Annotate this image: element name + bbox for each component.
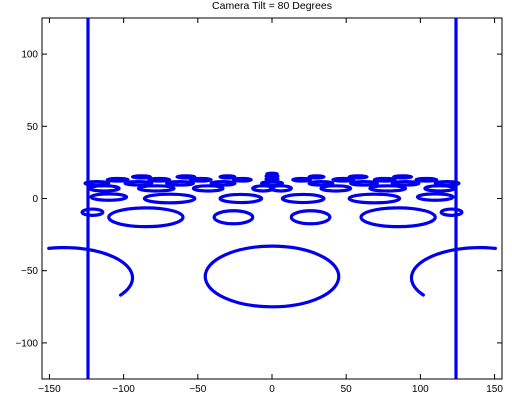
ellipse-mark <box>107 206 185 229</box>
ellipse-mark <box>212 209 255 226</box>
ticks: −150 −100 −50 0 50 100 150 −100 −50 0 50 100 <box>15 18 503 395</box>
ellipse-mark <box>372 176 397 183</box>
ellipse-mark <box>280 192 326 205</box>
ellipse-mark <box>307 180 335 187</box>
arc-mark <box>409 245 497 297</box>
ellipse-mark <box>289 209 332 226</box>
ellipse-mark <box>175 174 197 180</box>
x-tick-label: 100 <box>412 384 429 395</box>
x-tick-label: 150 <box>486 384 503 395</box>
ellipse-mark <box>368 184 408 193</box>
ellipse-mark <box>80 207 105 217</box>
arc-mark <box>47 245 135 297</box>
ellipse-mark <box>319 184 353 193</box>
ellipse-mark <box>123 180 154 187</box>
ellipse-mark <box>191 184 225 193</box>
ellipse-mark <box>331 176 356 183</box>
ellipse-mark <box>359 206 437 229</box>
ellipse-mark <box>415 192 455 202</box>
chart-title: Camera Tilt = 80 Degrees <box>212 0 332 12</box>
x-tick-label: 50 <box>341 384 353 395</box>
x-tick-label: −50 <box>189 384 206 395</box>
ellipse-mark <box>231 176 253 183</box>
ellipse-mark <box>347 174 369 180</box>
ellipse-mark <box>203 244 341 309</box>
y-tick-label: 50 <box>27 122 39 133</box>
ellipse-mark <box>209 180 237 187</box>
ellipse-mark <box>130 174 152 180</box>
ellipse-mark <box>165 180 195 187</box>
ellipse-mark <box>265 171 279 177</box>
ellipse-mark <box>142 192 197 205</box>
y-tick-label: 0 <box>32 194 38 205</box>
y-tick-label: −50 <box>21 266 38 277</box>
x-tick-label: −100 <box>112 384 135 395</box>
x-tick-label: 0 <box>269 384 275 395</box>
data-series <box>47 18 497 379</box>
ellipse-mark <box>260 180 284 187</box>
x-tick-label: −150 <box>38 384 61 395</box>
axes-box <box>41 17 503 380</box>
ellipse-mark <box>147 176 172 183</box>
ellipse-mark <box>136 184 176 193</box>
y-tick-label: 100 <box>21 50 38 61</box>
ellipse-mark <box>347 192 402 205</box>
ellipse-mark <box>105 176 130 183</box>
ellipse-mark <box>349 180 379 187</box>
ellipse-mark <box>439 207 464 217</box>
ellipse-mark <box>307 174 326 180</box>
ellipse-mark <box>390 180 421 187</box>
ellipse-mark <box>392 174 414 180</box>
axes <box>41 17 503 380</box>
ellipse-mark <box>83 180 111 187</box>
ellipse-mark <box>89 192 129 202</box>
ellipse-mark <box>291 176 313 183</box>
ellipse-mark <box>218 174 237 180</box>
ellipse-mark <box>433 180 461 187</box>
ellipse-mark <box>188 176 213 183</box>
ellipse-mark <box>414 176 439 183</box>
ellipse-mark <box>218 192 264 205</box>
y-tick-label: −100 <box>15 338 38 349</box>
